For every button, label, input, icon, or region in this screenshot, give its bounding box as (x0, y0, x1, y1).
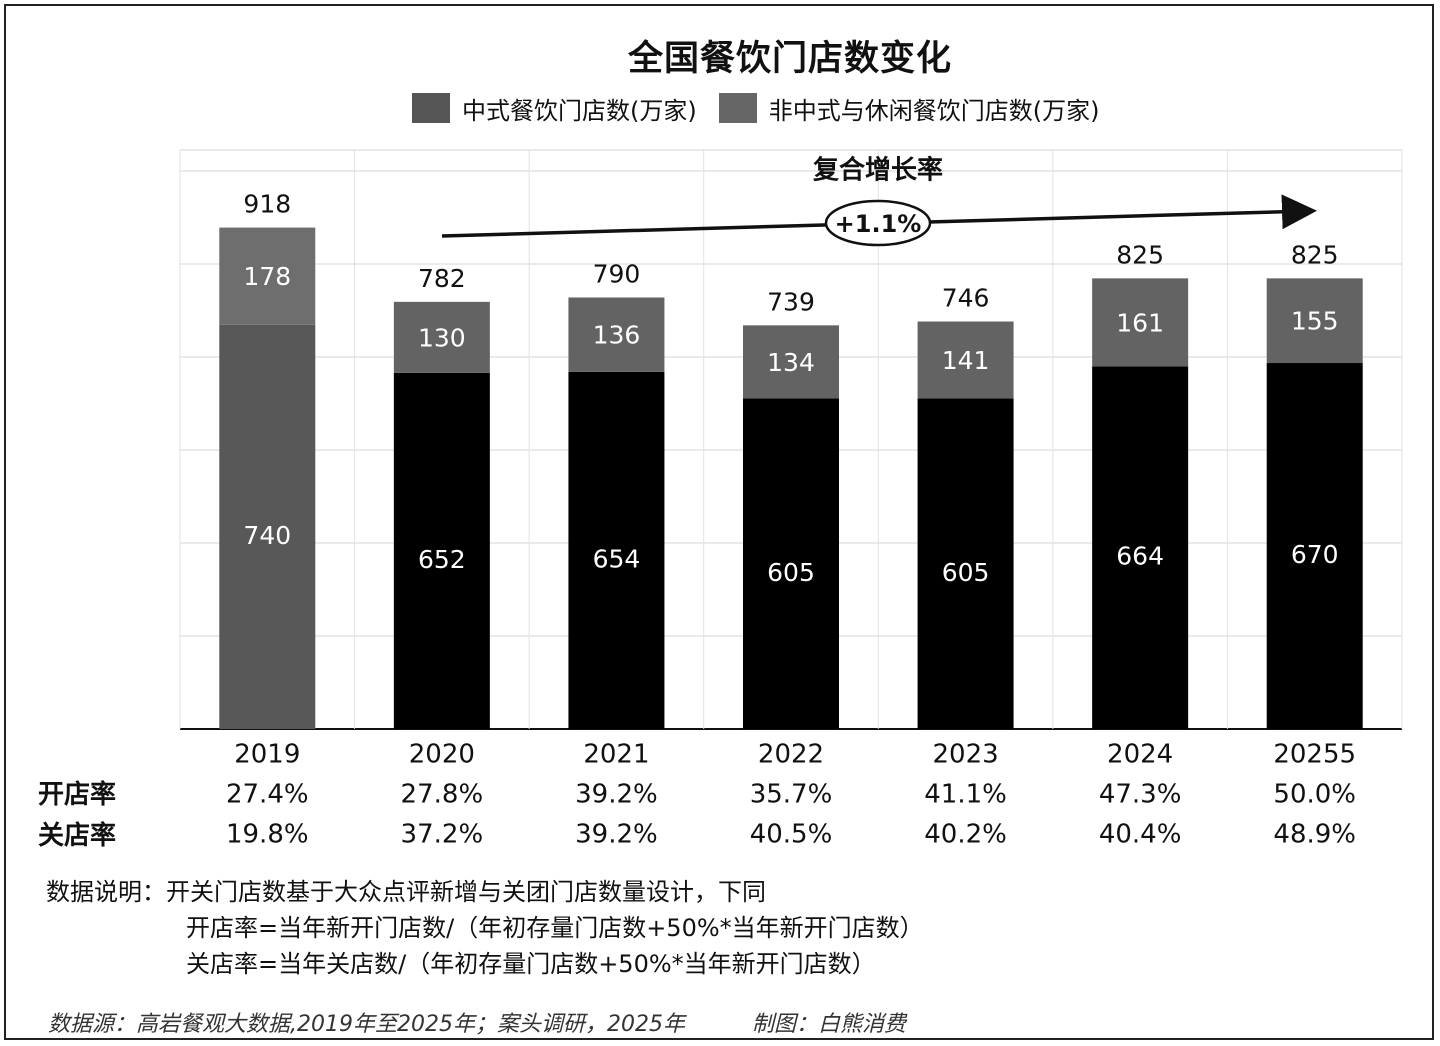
close-rate-value: 40.2% (924, 820, 1007, 850)
open-rate-label: 开店率 (38, 780, 117, 810)
bar-segment-non-chinese (1266, 278, 1363, 364)
x-tick-label: 2023 (932, 740, 998, 770)
data-label-non-chinese: 155 (1291, 307, 1339, 336)
data-label-chinese: 664 (1116, 542, 1164, 571)
close-rate-label: 关店率 (38, 821, 117, 851)
data-label-total: 825 (1116, 240, 1164, 269)
legend-swatch-chinese (412, 93, 450, 123)
bar-chart: 740 178 918 2019 27.4% 19.8% 652 130 782 2020 27.8… (179, 149, 1403, 850)
legend-item-chinese: 中式餐饮门店数(万家) (412, 91, 697, 126)
data-label-chinese: 605 (942, 558, 990, 587)
bar-segment-non-chinese (743, 325, 839, 399)
bar-segment-non-chinese (219, 227, 316, 325)
bar-segment-non-chinese (393, 301, 490, 373)
data-label-non-chinese: 130 (418, 323, 466, 352)
data-notes: 数据说明：开关门店数基于大众点评新增与关团门店数量设计，下同 开店率=当年新开门… (46, 874, 924, 982)
data-label-chinese: 654 (593, 544, 641, 573)
open-rate-value: 27.8% (401, 780, 484, 810)
chart-maker: 制图：白熊消费 (751, 1012, 906, 1037)
data-label-total: 739 (767, 287, 815, 316)
chart-title: 全国餐饮门店数变化 (627, 39, 952, 79)
close-rate-value: 40.5% (750, 820, 833, 850)
x-tick-label: 2019 (234, 740, 300, 770)
data-label-chinese: 670 (1291, 540, 1339, 569)
note-line-3: 关店率=当年关店数/（年初存量门店数+50%*当年新开门店数） (186, 950, 876, 978)
x-tick-label: 2021 (583, 740, 649, 770)
close-rate-value: 37.2% (401, 820, 484, 850)
legend-label-chinese: 中式餐饮门店数(万家) (462, 96, 697, 125)
open-rate-value: 27.4% (226, 780, 309, 810)
close-rate-value: 39.2% (575, 820, 658, 850)
data-label-total: 746 (942, 284, 990, 313)
bar-segment-chinese (393, 372, 490, 729)
bar-segment-chinese (568, 371, 665, 729)
data-label-non-chinese: 136 (593, 321, 641, 350)
bar-segment-chinese (219, 324, 316, 729)
x-tick-label: 20255 (1273, 740, 1356, 770)
x-tick-label: 2024 (1107, 740, 1173, 770)
bar-segment-chinese (1266, 363, 1363, 729)
data-label-non-chinese: 178 (243, 262, 291, 291)
open-rate-value: 50.0% (1273, 780, 1356, 810)
legend-item-non-chinese: 非中式与休闲餐饮门店数(万家) (718, 91, 1100, 126)
close-rate-value: 48.9% (1273, 820, 1356, 850)
cagr-heading: 复合增长率 (813, 155, 943, 186)
data-label-non-chinese: 161 (1116, 308, 1164, 337)
bar-segment-chinese (1092, 366, 1189, 729)
bar-segment-non-chinese (1092, 278, 1189, 367)
close-rate-value: 40.4% (1099, 820, 1182, 850)
legend-label-non-chinese: 非中式与休闲餐饮门店数(万家) (768, 96, 1100, 125)
data-label-chinese: 740 (243, 521, 291, 550)
bar-segment-non-chinese (917, 321, 1014, 399)
data-label-non-chinese: 134 (767, 348, 815, 377)
source-footer: 数据源：高岩餐观大数据,2019年至2025年；案头调研，2025年 制图：白熊… (48, 1006, 906, 1038)
open-rate-value: 35.7% (750, 780, 833, 810)
source-text: 数据源：高岩餐观大数据,2019年至2025年；案头调研，2025年 (48, 1012, 685, 1037)
x-tick-label: 2022 (758, 740, 824, 770)
cagr-value: +1.1% (835, 210, 922, 238)
data-label-non-chinese: 141 (942, 346, 990, 375)
data-label-total: 782 (418, 264, 466, 293)
cagr-badge (824, 199, 932, 247)
legend: 中式餐饮门店数(万家) 非中式与休闲餐饮门店数(万家) (412, 88, 1121, 128)
data-label-total: 790 (593, 259, 641, 288)
x-tick-label: 2020 (409, 740, 475, 770)
bar-segment-chinese (743, 398, 839, 729)
open-rate-value: 39.2% (575, 780, 658, 810)
note-line-1: 数据说明：开关门店数基于大众点评新增与关团门店数量设计，下同 (46, 878, 766, 906)
data-label-chinese: 605 (767, 558, 815, 587)
data-label-total: 825 (1291, 240, 1339, 269)
data-label-total: 918 (243, 190, 291, 219)
open-rate-value: 47.3% (1099, 780, 1182, 810)
legend-swatch-non-chinese (718, 93, 757, 123)
bar-segment-chinese (917, 398, 1014, 729)
chart-frame (4, 4, 1434, 1040)
close-rate-value: 19.8% (226, 820, 309, 850)
bar-segment-non-chinese (568, 297, 665, 372)
open-rate-value: 41.1% (924, 780, 1007, 810)
note-line-2: 开店率=当年新开门店数/（年初存量门店数+50%*当年新开门店数） (186, 914, 924, 942)
data-label-chinese: 652 (418, 545, 466, 574)
